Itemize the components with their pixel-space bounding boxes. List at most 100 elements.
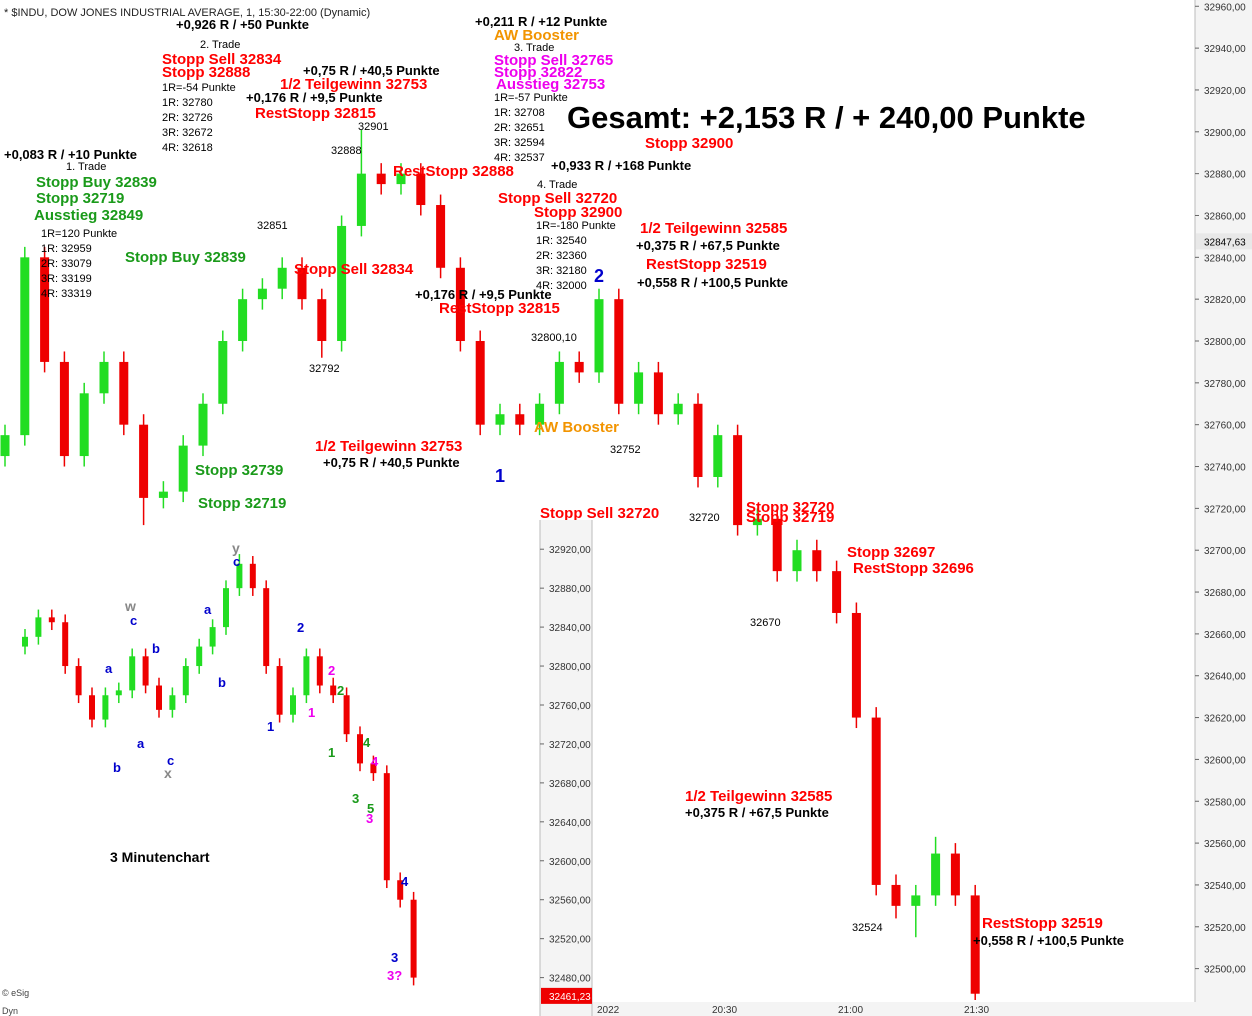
annotation: Stopp 32720 [746, 499, 834, 516]
inset-chart: 32920,00 32880,00 32840,00 32800,00 32760,00… [0, 520, 593, 1016]
candle-body [614, 299, 624, 404]
candle-body [119, 361, 129, 425]
annotation: 2R: 33079 [41, 258, 92, 270]
annotation: 2 [594, 266, 604, 286]
wave-label: b [218, 675, 226, 690]
candle-body [20, 257, 30, 436]
wave-label: b [152, 641, 160, 656]
candle-body [634, 372, 644, 404]
annotation: +0,176 R / +9,5 Punkte [415, 287, 552, 302]
annotation: +0,375 R / +67,5 Punkte [685, 805, 829, 820]
y-tick-label: 32920,00 [549, 545, 591, 556]
candle-body [218, 341, 228, 404]
annotation: Gesamt: +2,153 R / + 240,00 Punkte [567, 100, 1086, 135]
y-tick-label: 32800,00 [1204, 337, 1246, 348]
annotation: 4R: 33319 [41, 288, 92, 300]
y-tick-label: 32480,00 [549, 974, 591, 985]
annotation: +0,211 R / +12 Punkte [475, 14, 607, 29]
candle-body [48, 617, 55, 623]
annotation: Stopp Sell 32720 [540, 505, 659, 522]
annotation: 1R: 32959 [41, 243, 92, 255]
y-tick-label: 32800,00 [549, 662, 591, 673]
candle-body [891, 884, 901, 906]
candle-body [594, 299, 604, 373]
wave-label: 3 [391, 950, 398, 965]
annotation: Stopp Sell 32834 [162, 51, 282, 68]
annotation: 1R=120 Punkte [41, 228, 117, 240]
annotation: Ausstieg 32849 [34, 207, 143, 224]
annotation: Stopp 32739 [195, 462, 283, 479]
wave-label: a [137, 736, 145, 751]
candle-body [574, 361, 584, 373]
annotation: 2R: 32360 [536, 250, 587, 262]
y-tick-label: 32820,00 [1204, 295, 1246, 306]
annotation: Stopp 32888 [162, 64, 250, 81]
y-tick-label: 32940,00 [1204, 44, 1246, 55]
annotation: Stopp 32697 [847, 544, 935, 561]
annotation: 3. Trade [514, 42, 554, 54]
annotation: 2. Trade [200, 39, 240, 51]
candle-body [851, 612, 861, 718]
wave-label: 1 [328, 745, 335, 760]
candle-body [156, 685, 162, 710]
annotation: Stopp 32719 [36, 190, 124, 207]
y-tick-label: 32640,00 [549, 818, 591, 829]
candle-body [772, 518, 782, 572]
y-tick-label: 32720,00 [549, 740, 591, 751]
y-tick-label: 32840,00 [549, 623, 591, 634]
candle-body [911, 895, 921, 906]
wave-label: c [167, 753, 174, 768]
candle-body [357, 734, 363, 764]
annotation: 3R: 32594 [494, 137, 545, 149]
annotation: 32800,10 [531, 332, 577, 344]
annotation: 1R: 32540 [536, 235, 587, 247]
annotation: 32851 [257, 220, 288, 232]
wave-label: 3? [387, 968, 402, 983]
candle-body [158, 491, 168, 498]
candle-body [182, 666, 189, 696]
annotation: +0,933 R / +168 Punkte [551, 158, 691, 173]
candle-body [330, 685, 337, 696]
candle-body [792, 550, 802, 572]
candle-body [223, 588, 229, 628]
y-tick-label: 32700,00 [1204, 546, 1246, 557]
candle-body [303, 656, 310, 696]
candle-body [316, 656, 323, 686]
candle-body [653, 372, 663, 415]
annotation: 1R=-57 Punkte [494, 92, 568, 104]
y-tick-label: 32620,00 [1204, 714, 1246, 725]
annotation: 3R: 32672 [162, 127, 213, 139]
candle-body [693, 403, 703, 477]
wave-label: 1 [267, 719, 274, 734]
y-tick-label: 32760,00 [549, 701, 591, 712]
candle-body [40, 257, 50, 362]
wave-label: w [124, 598, 136, 614]
y-tick-label: 32660,00 [1204, 630, 1246, 641]
annotation: +0,176 R / +9,5 Punkte [246, 90, 383, 105]
candle-body [139, 424, 149, 498]
annotation: Stopp Sell 32834 [294, 261, 414, 278]
footer-label: Dyn [2, 1006, 18, 1016]
annotation: 3R: 32180 [536, 265, 587, 277]
annotation: 1R: 32780 [162, 97, 213, 109]
candle-body [343, 695, 350, 735]
candle-body [238, 299, 248, 342]
y-tick-label: 32600,00 [1204, 755, 1246, 766]
annotation: 2R: 32726 [162, 112, 213, 124]
annotation: 32670 [750, 617, 781, 629]
candle-body [0, 435, 10, 457]
annotation: 1R=-54 Punkte [162, 82, 236, 94]
wave-label: c [130, 613, 137, 628]
annotation: 4R: 32537 [494, 152, 545, 164]
inset-price-axis [540, 520, 592, 1016]
annotation: RestStopp 32696 [853, 560, 974, 577]
wave-label: a [105, 661, 113, 676]
candle-body [75, 666, 82, 696]
candle-body [495, 414, 505, 425]
annotation: 3R: 33199 [41, 273, 92, 285]
annotation: +0,926 R / +50 Punkte [176, 17, 309, 32]
candle-body [397, 880, 404, 900]
candle-body [383, 773, 390, 881]
footer-label: © eSig [2, 988, 29, 998]
